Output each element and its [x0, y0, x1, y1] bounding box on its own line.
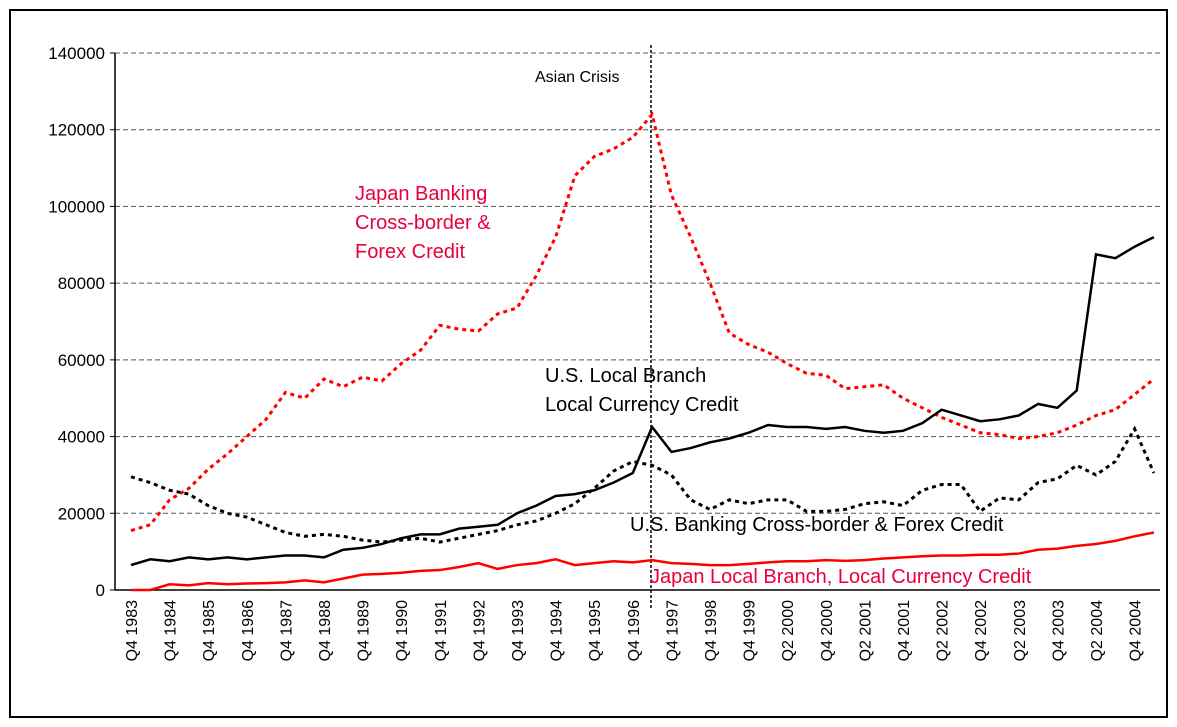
- x-tick-label: Q4 2004: [1128, 600, 1145, 661]
- x-tick-label: Q4 2001: [896, 600, 913, 661]
- x-tick-label: Q4 1993: [510, 600, 527, 661]
- x-tick-label: Q4 2002: [973, 600, 990, 661]
- x-tick-label: Q4 2000: [819, 600, 836, 661]
- y-tick-label: 80000: [58, 274, 105, 293]
- x-tick-label: Q4 1998: [703, 600, 720, 661]
- x-tick-label: Q4 1983: [124, 600, 141, 661]
- x-tick-label: Q2 2002: [935, 600, 952, 661]
- frame: [9, 9, 1168, 718]
- x-tick-label: Q4 1994: [549, 600, 566, 661]
- x-tick-label: Q2 2003: [1012, 600, 1029, 661]
- x-tick-label: Q4 1986: [240, 600, 257, 661]
- x-tick-label: Q4 1992: [471, 600, 488, 661]
- y-tick-label: 140000: [48, 44, 105, 63]
- x-tick-label: Q4 1997: [664, 600, 681, 661]
- y-tick-label: 40000: [58, 428, 105, 447]
- series-line: [130, 111, 1155, 532]
- series-label: Japan Banking Cross-border & Forex Credi…: [355, 183, 491, 263]
- x-tick-label: Q4 1987: [278, 600, 295, 661]
- series-label: Japan Local Branch, Local Currency Credi…: [650, 566, 1032, 588]
- x-tick-label: Q4 1988: [317, 600, 334, 661]
- series-label: U.S. Banking Cross-border & Forex Credit: [630, 514, 1004, 536]
- x-tick-label: Q4 2003: [1050, 600, 1067, 661]
- x-tick-label: Q2 2004: [1089, 600, 1106, 661]
- x-tick-label: Q4 1989: [356, 600, 373, 661]
- x-tick-label: Q4 1999: [742, 600, 759, 661]
- x-tick-label: Q4 1995: [587, 600, 604, 661]
- y-tick-label: 100000: [48, 197, 105, 216]
- annotation: Asian Crisis: [535, 69, 619, 86]
- y-tick-label: 60000: [58, 351, 105, 370]
- x-tick-label: Q4 1984: [163, 600, 180, 661]
- x-tick-label: Q4 1985: [201, 600, 218, 661]
- x-tick-label: Q4 1996: [626, 600, 643, 661]
- x-tick-label: Q4 1991: [433, 600, 450, 661]
- series-line: [131, 531, 1155, 592]
- x-tick-label: Q2 2000: [780, 600, 797, 661]
- y-tick-label: 120000: [48, 121, 105, 140]
- series-label: U.S. Local Branch Local Currency Credit: [545, 365, 739, 416]
- y-tick-label: 0: [96, 581, 105, 600]
- x-tick-label: Q4 1990: [394, 600, 411, 661]
- y-tick-label: 20000: [58, 504, 105, 523]
- series-line: [130, 425, 1156, 544]
- series-line: [130, 235, 1155, 567]
- x-tick-label: Q2 2001: [857, 600, 874, 661]
